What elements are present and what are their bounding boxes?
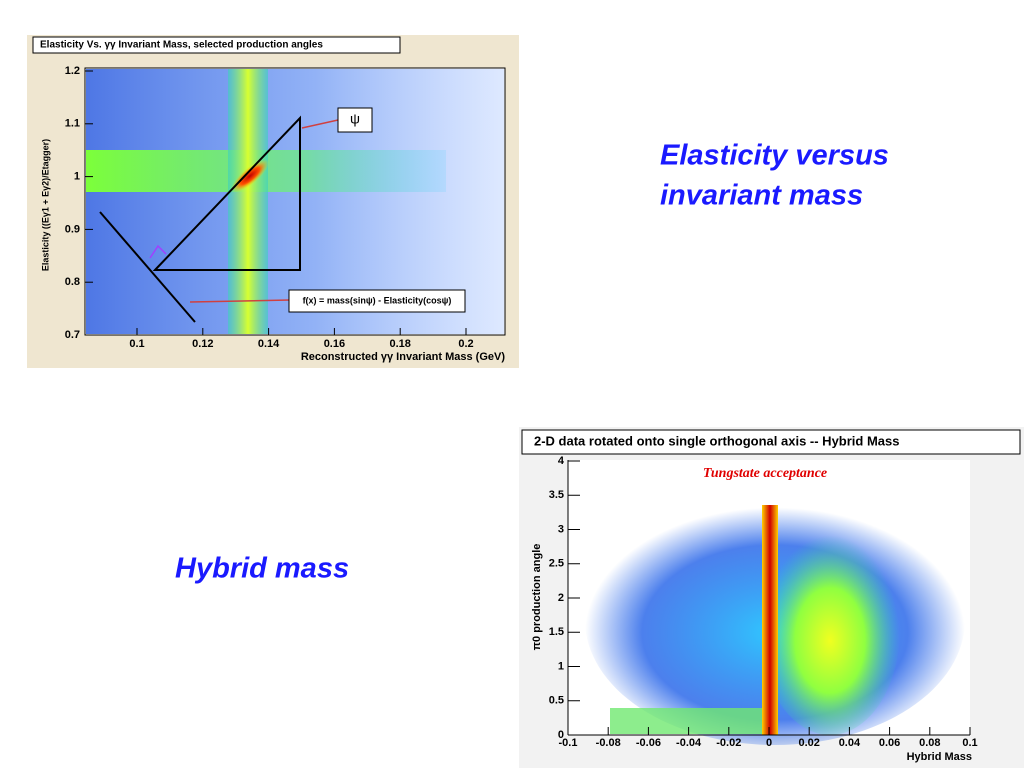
x-tick-label: -0.02 <box>716 737 741 749</box>
y-axis-label: π0 production angle <box>531 544 543 651</box>
heatmap-band <box>228 69 268 334</box>
x-tick-label: 0.1 <box>962 737 977 749</box>
y-tick-label: 3 <box>558 523 564 535</box>
x-tick-label: 0.02 <box>798 737 819 749</box>
y-tick-label: 1 <box>74 171 80 183</box>
x-tick-label: 0.04 <box>839 737 861 749</box>
caption: invariant mass <box>660 180 863 212</box>
y-tick-label: 1.2 <box>65 65 80 77</box>
y-tick-label: 1.1 <box>65 118 80 130</box>
y-tick-label: 4 <box>558 455 565 467</box>
x-tick-label: 0.14 <box>258 338 280 350</box>
heatmap-blob <box>760 525 900 735</box>
x-tick-label: -0.08 <box>596 737 621 749</box>
plot-title: Elasticity Vs. γγ Invariant Mass, select… <box>40 40 323 51</box>
angle-mark <box>149 244 167 259</box>
title-box <box>32 36 401 54</box>
arrow <box>301 119 339 129</box>
caption: Hybrid mass <box>175 553 349 585</box>
axis-line <box>99 211 196 323</box>
x-axis-label: Hybrid Mass <box>907 751 972 763</box>
triangle <box>152 115 301 271</box>
y-tick-label: 1 <box>558 660 564 672</box>
y-tick-label: 2.5 <box>549 558 564 570</box>
x-tick-label: 0 <box>766 737 772 749</box>
plot-title: 2-D data rotated onto single orthogonal … <box>534 433 900 448</box>
plot-top: Elasticity Vs. γγ Invariant Mass, select… <box>27 35 519 368</box>
y-axis-label: Elasticity ((Eγ1 + Eγ2)/Etagger) <box>40 139 50 271</box>
y-tick-label: 0.8 <box>65 276 80 288</box>
x-tick-label: 0.2 <box>458 338 473 350</box>
annotation: f(x) = mass(sinψ) - Elasticity(cosψ) <box>303 295 452 305</box>
caption: Elasticity versus <box>660 140 889 172</box>
annotation-box <box>337 107 373 133</box>
y-tick-label: 1.5 <box>549 626 564 638</box>
x-tick-label: -0.06 <box>636 737 661 749</box>
title-box <box>521 429 1021 455</box>
x-axis-label: Reconstructed γγ Invariant Mass (GeV) <box>301 351 506 363</box>
x-tick-label: 0.1 <box>129 338 144 350</box>
heatmap-peak <box>230 159 270 193</box>
x-tick-label: 0.16 <box>324 338 345 350</box>
y-tick-label: 0.5 <box>549 695 564 707</box>
x-tick-label: 0.12 <box>192 338 213 350</box>
annotation-box <box>288 289 466 313</box>
x-tick-label: -0.1 <box>559 737 578 749</box>
y-tick-label: 0 <box>558 729 564 741</box>
y-tick-label: 3.5 <box>549 489 564 501</box>
y-tick-label: 0.7 <box>65 329 80 341</box>
y-tick-label: 0.9 <box>65 223 80 235</box>
y-tick-label: 2 <box>558 592 564 604</box>
plot-subtitle: Tungstate acceptance <box>703 466 827 481</box>
heatmap-band <box>610 708 770 734</box>
annotation: ψ <box>350 111 360 127</box>
plot-bottom: 2-D data rotated onto single orthogonal … <box>519 427 1024 768</box>
x-tick-label: 0.08 <box>919 737 940 749</box>
x-tick-label: -0.04 <box>676 737 702 749</box>
x-tick-label: 0.18 <box>389 338 410 350</box>
x-tick-label: 0.06 <box>879 737 900 749</box>
arrow <box>189 299 291 303</box>
heatmap-peak <box>762 505 778 735</box>
